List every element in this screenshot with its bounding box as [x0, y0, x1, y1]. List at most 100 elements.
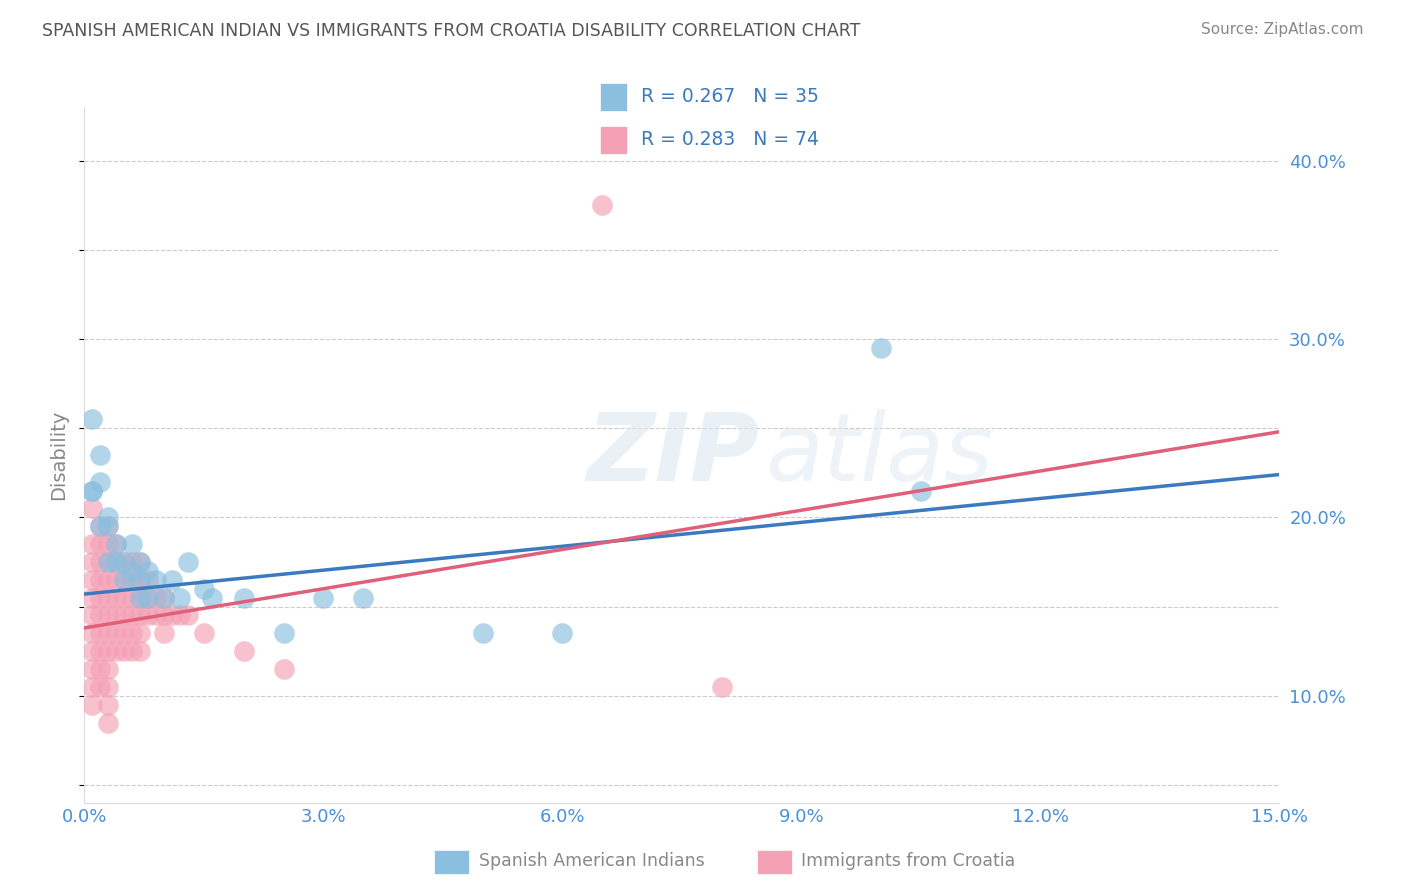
Point: [89, 519, 111, 533]
Point: [710, 680, 733, 694]
Point: [129, 626, 152, 640]
Point: [112, 626, 135, 640]
FancyBboxPatch shape: [758, 849, 792, 874]
Point: [112, 573, 135, 587]
Point: [97, 644, 120, 658]
Point: [201, 591, 224, 605]
Point: [97, 555, 120, 569]
Point: [273, 662, 295, 676]
Point: [910, 483, 932, 498]
Point: [145, 591, 167, 605]
Point: [112, 555, 135, 569]
Point: [97, 519, 120, 533]
Point: [105, 608, 128, 623]
Point: [97, 608, 120, 623]
Point: [136, 608, 159, 623]
Point: [97, 537, 120, 551]
Point: [129, 573, 152, 587]
Point: [82, 680, 104, 694]
Point: [105, 573, 128, 587]
Point: [177, 555, 200, 569]
Y-axis label: Disability: Disability: [49, 409, 69, 500]
Point: [89, 573, 111, 587]
Text: R = 0.283   N = 74: R = 0.283 N = 74: [641, 130, 820, 149]
Point: [82, 501, 104, 516]
Point: [82, 537, 104, 551]
Point: [169, 608, 191, 623]
Point: [89, 608, 111, 623]
Point: [97, 715, 120, 730]
Point: [112, 644, 135, 658]
Point: [121, 555, 143, 569]
Point: [136, 591, 159, 605]
Point: [136, 591, 159, 605]
Text: SPANISH AMERICAN INDIAN VS IMMIGRANTS FROM CROATIA DISABILITY CORRELATION CHART: SPANISH AMERICAN INDIAN VS IMMIGRANTS FR…: [42, 22, 860, 40]
Point: [153, 608, 176, 623]
FancyBboxPatch shape: [434, 849, 470, 874]
Text: Immigrants from Croatia: Immigrants from Croatia: [801, 852, 1015, 870]
Point: [89, 626, 111, 640]
Point: [97, 573, 120, 587]
Point: [97, 591, 120, 605]
Point: [97, 698, 120, 712]
Point: [82, 555, 104, 569]
Point: [82, 626, 104, 640]
Point: [89, 555, 111, 569]
Point: [169, 591, 191, 605]
Text: atlas: atlas: [766, 409, 994, 500]
Point: [89, 475, 111, 489]
Point: [105, 555, 128, 569]
Point: [193, 582, 215, 596]
Point: [121, 537, 143, 551]
Point: [273, 626, 295, 640]
Point: [193, 626, 215, 640]
FancyBboxPatch shape: [600, 83, 627, 111]
Point: [97, 555, 120, 569]
Point: [105, 644, 128, 658]
Point: [129, 591, 152, 605]
Point: [82, 483, 104, 498]
Point: [112, 573, 135, 587]
Point: [89, 537, 111, 551]
Point: [121, 608, 143, 623]
Point: [551, 626, 574, 640]
Point: [82, 698, 104, 712]
Point: [105, 537, 128, 551]
Point: [121, 591, 143, 605]
Point: [129, 644, 152, 658]
Point: [129, 573, 152, 587]
Point: [232, 644, 254, 658]
Point: [312, 591, 335, 605]
Point: [82, 483, 104, 498]
Point: [160, 573, 183, 587]
Point: [870, 341, 893, 355]
Point: [112, 608, 135, 623]
Point: [105, 537, 128, 551]
Point: [129, 555, 152, 569]
Point: [89, 680, 111, 694]
Point: [145, 573, 167, 587]
Point: [89, 448, 111, 462]
Point: [97, 680, 120, 694]
Point: [97, 519, 120, 533]
Point: [471, 626, 494, 640]
Point: [89, 662, 111, 676]
Point: [153, 591, 176, 605]
Point: [136, 564, 159, 578]
Point: [129, 555, 152, 569]
Point: [105, 591, 128, 605]
Point: [89, 591, 111, 605]
Point: [82, 608, 104, 623]
Point: [105, 555, 128, 569]
Point: [105, 626, 128, 640]
Point: [121, 626, 143, 640]
Point: [82, 644, 104, 658]
Point: [112, 555, 135, 569]
Point: [89, 519, 111, 533]
Point: [82, 662, 104, 676]
Point: [129, 608, 152, 623]
Point: [153, 591, 176, 605]
Point: [352, 591, 374, 605]
Text: Spanish American Indians: Spanish American Indians: [478, 852, 704, 870]
Point: [136, 573, 159, 587]
